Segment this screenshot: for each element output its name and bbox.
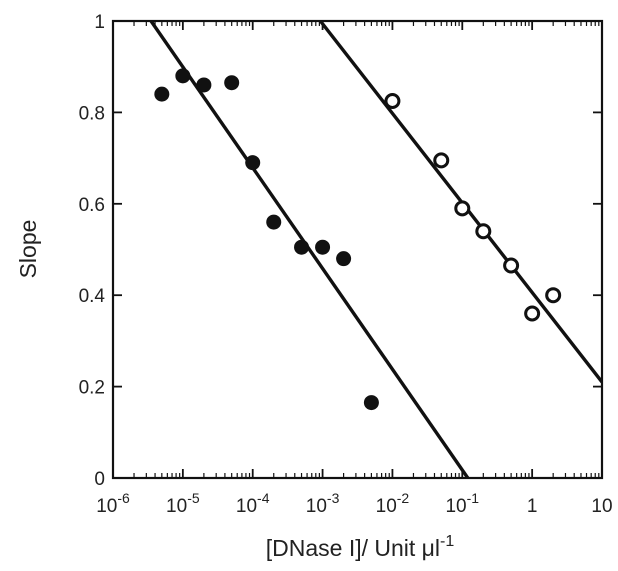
x-tick-label: 10-1	[445, 490, 479, 517]
open-point-4	[475, 223, 492, 240]
y-tick-label: 0	[94, 469, 105, 490]
filled-point-1	[154, 86, 170, 102]
x-tick-label: 10-4	[236, 490, 270, 517]
filled-point-7	[294, 239, 310, 255]
y-tick-label: 0.4	[79, 286, 106, 307]
x-tick-label: 10-5	[166, 490, 200, 517]
x-tick-label: 10	[591, 496, 612, 517]
fit-lines	[149, 21, 602, 478]
open-point-3	[454, 200, 471, 217]
filled-point-2	[175, 68, 191, 84]
open-point-2	[433, 152, 450, 169]
plot-frame	[111, 19, 604, 480]
x-axis-label-exponent: -1	[440, 533, 454, 550]
filled-point-4	[224, 75, 240, 91]
y-tick-label: 0.8	[79, 103, 105, 124]
filled-point-3	[196, 77, 212, 93]
data-points	[154, 68, 562, 411]
open-point-6	[524, 305, 541, 322]
y-axis-label: Slope	[15, 220, 41, 279]
x-tick-label: 10-3	[306, 490, 340, 517]
x-axis-label: [DNase I]/ Unit μl-1	[266, 533, 455, 561]
x-ticks: 10-6 10-5 10-4 10-3 10-2 10-1 1 10	[96, 21, 613, 517]
y-ticks: 0 0.2 0.4 0.6 0.8 1	[79, 12, 602, 490]
filled-point-8	[315, 239, 331, 255]
filled-point-10	[363, 395, 379, 411]
filled-point-6	[266, 214, 282, 230]
open-point-1	[384, 92, 401, 109]
y-tick-label: 0.6	[79, 195, 105, 216]
fit-line-1	[149, 21, 470, 478]
x-axis-label-text: [DNase I]/ Unit μl	[266, 535, 440, 561]
x-tick-label: 10-6	[96, 490, 130, 517]
filled-point-9	[336, 251, 352, 267]
y-tick-label: 0.2	[79, 378, 105, 399]
open-point-5	[503, 257, 520, 274]
x-tick-label: 10-2	[376, 490, 410, 517]
open-point-7	[545, 287, 562, 304]
filled-point-5	[245, 155, 261, 171]
y-tick-label: 1	[94, 12, 105, 33]
x-tick-label: 1	[527, 496, 538, 517]
